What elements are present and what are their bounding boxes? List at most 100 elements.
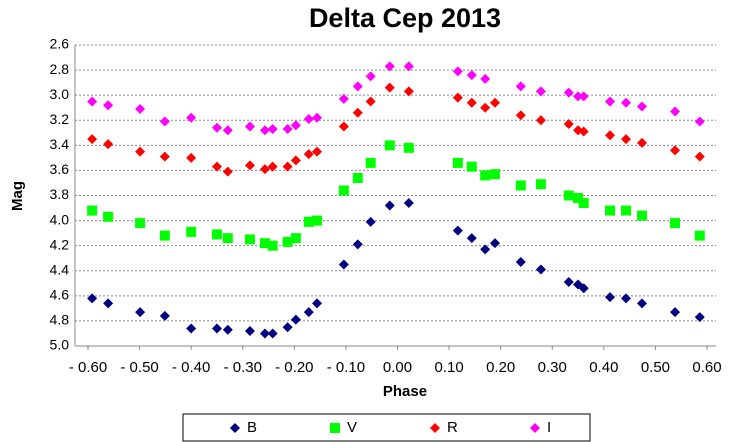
point: [338, 185, 349, 196]
point: [694, 312, 705, 323]
point: [267, 124, 278, 135]
point: [535, 115, 546, 126]
point: [259, 125, 270, 136]
point: [535, 264, 546, 275]
point: [452, 92, 463, 103]
point: [694, 230, 705, 241]
point: [605, 205, 616, 216]
point: [87, 293, 98, 304]
point: [312, 215, 323, 226]
point: [670, 218, 681, 229]
x-tick-label: - 0.10: [327, 359, 365, 376]
point: [605, 130, 616, 141]
point: [282, 236, 293, 247]
point: [267, 240, 278, 251]
point: [621, 134, 632, 145]
point: [259, 164, 270, 175]
point: [186, 226, 197, 237]
point: [694, 116, 705, 127]
point: [338, 259, 349, 270]
point: [135, 307, 146, 318]
point: [244, 160, 255, 171]
x-tick-label: - 0.50: [120, 359, 158, 376]
point: [466, 161, 477, 172]
point: [515, 110, 526, 121]
point: [578, 198, 589, 209]
point: [563, 119, 574, 130]
point: [605, 96, 616, 107]
point: [637, 101, 648, 112]
point: [670, 145, 681, 156]
point: [259, 238, 270, 249]
point: [578, 91, 589, 102]
point: [338, 93, 349, 104]
point: [303, 113, 314, 124]
point: [186, 112, 197, 123]
point: [365, 71, 376, 82]
x-tick-label: 0.10: [434, 359, 463, 376]
point: [452, 66, 463, 77]
point: [489, 238, 500, 249]
y-tick-label: 4.2: [50, 236, 70, 252]
point: [244, 121, 255, 132]
legend-marker: [230, 423, 240, 433]
point: [489, 169, 500, 180]
point: [515, 256, 526, 267]
point: [352, 172, 363, 183]
point: [489, 97, 500, 108]
point: [159, 310, 170, 321]
point: [87, 134, 98, 145]
point: [282, 124, 293, 135]
point: [222, 166, 233, 177]
point: [573, 91, 584, 102]
legend-label: V: [347, 419, 357, 436]
y-tick-label: 5.0: [50, 337, 70, 353]
point: [303, 216, 314, 227]
y-tick-label: 3.6: [50, 161, 70, 177]
point: [384, 82, 395, 93]
legend-marker: [330, 423, 340, 433]
y-tick-label: 2.6: [50, 36, 70, 52]
point: [303, 149, 314, 160]
point: [535, 179, 546, 190]
point: [403, 142, 414, 153]
point: [211, 229, 222, 240]
x-tick-label: 0.40: [589, 359, 618, 376]
point: [384, 140, 395, 151]
point: [282, 322, 293, 333]
point: [186, 152, 197, 163]
point: [480, 170, 491, 181]
point: [578, 126, 589, 137]
point: [637, 137, 648, 148]
point: [290, 233, 301, 244]
point: [466, 233, 477, 244]
point: [244, 234, 255, 245]
legend-label: R: [447, 419, 458, 436]
point: [694, 151, 705, 162]
point: [563, 87, 574, 98]
point: [244, 325, 255, 336]
legend-label: B: [247, 419, 257, 436]
point: [466, 70, 477, 81]
point: [159, 230, 170, 241]
point: [403, 86, 414, 97]
x-axis-label: Phase: [383, 383, 427, 400]
point: [384, 61, 395, 72]
point: [365, 96, 376, 107]
x-tick-label: - 0.30: [224, 359, 262, 376]
legend-marker: [530, 423, 540, 433]
point: [563, 277, 574, 288]
point: [186, 323, 197, 334]
point: [312, 298, 323, 309]
point: [670, 106, 681, 117]
point: [103, 211, 114, 222]
point: [312, 146, 323, 157]
x-tick-label: - 0.40: [172, 359, 210, 376]
point: [103, 139, 114, 150]
point: [312, 112, 323, 123]
point: [403, 198, 414, 209]
legend-marker: [430, 423, 440, 433]
point: [87, 205, 98, 216]
